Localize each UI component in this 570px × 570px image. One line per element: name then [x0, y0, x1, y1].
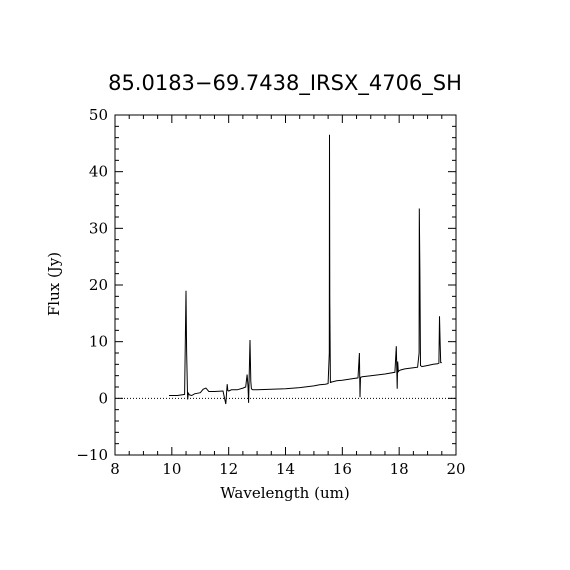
- y-axis-label: Flux (Jy): [45, 252, 63, 316]
- x-tick-label: 14: [276, 460, 295, 478]
- x-tick-label: 8: [110, 460, 120, 478]
- chart-title: 85.0183−69.7438_IRSX_4706_SH: [108, 71, 462, 96]
- spectrum-line: [169, 134, 442, 405]
- x-tick-label: 12: [219, 460, 238, 478]
- plot-area: 8 10 12 14 16 18 20 −10 0 10 20 30 40 50: [76, 106, 465, 478]
- x-axis-label: Wavelength (um): [220, 484, 349, 502]
- y-tick-label: 40: [89, 163, 108, 181]
- x-tick-label: 18: [390, 460, 409, 478]
- y-tick-label: 30: [89, 219, 108, 237]
- x-tick-label: 10: [162, 460, 181, 478]
- plot-frame: [114, 114, 457, 456]
- x-tick-label: 20: [446, 460, 465, 478]
- y-tick-label: 10: [89, 333, 108, 351]
- y-tick-label: 50: [89, 106, 108, 124]
- x-tick-label: 16: [333, 460, 352, 478]
- y-tick-label: −10: [76, 446, 108, 464]
- y-tick-label: 20: [89, 276, 108, 294]
- y-tick-label: 0: [98, 389, 108, 407]
